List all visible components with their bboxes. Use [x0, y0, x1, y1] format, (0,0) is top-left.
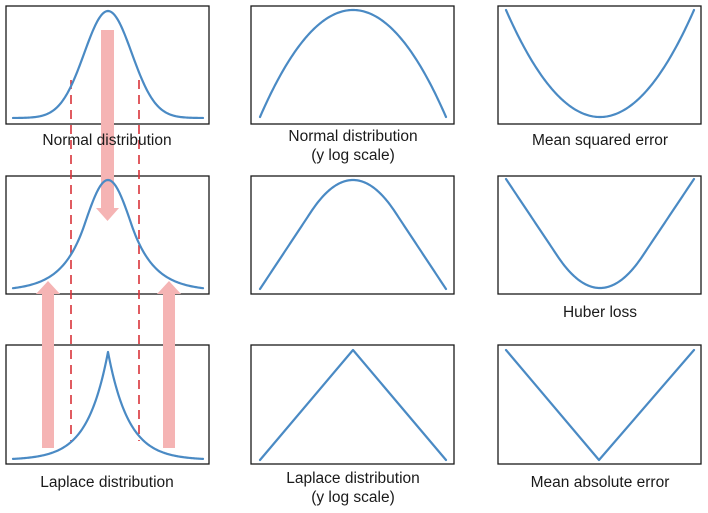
- transition-arrows: [36, 30, 181, 448]
- caption-laplace-line1: Laplace distribution: [40, 474, 174, 491]
- caption-laplace-log-line1: Laplace distribution: [286, 470, 420, 487]
- caption-huber: Huber loss: [490, 303, 708, 322]
- caption-normal-log-line2: (y log scale): [311, 147, 395, 164]
- caption-laplace-log-line2: (y log scale): [311, 489, 395, 506]
- caption-mse: Mean squared error: [490, 131, 708, 150]
- normal-log-curve: [258, 8, 448, 119]
- blend-distribution-curve: [11, 178, 205, 290]
- panel-laplace-frame: [5, 344, 210, 465]
- blend-log-curve: [258, 178, 448, 291]
- down-arrow: [96, 30, 119, 221]
- up-arrow-left: [36, 281, 60, 448]
- panel-normal-log-frame: [250, 5, 455, 125]
- panel-mae-frame: [497, 344, 702, 465]
- laplace-curve: [11, 350, 205, 461]
- caption-normal: Normal distribution: [0, 131, 217, 150]
- panel-huber-frame: [497, 175, 702, 295]
- panel-mid-log-frame: [250, 175, 455, 295]
- normal-curve: [11, 9, 205, 120]
- caption-mae: Mean absolute error: [490, 473, 708, 492]
- caption-laplace-log: Laplace distribution (y log scale): [243, 469, 463, 507]
- huber-curve: [504, 177, 696, 290]
- up-arrow-right: [157, 281, 181, 448]
- caption-mse-line1: Mean squared error: [531, 132, 669, 149]
- panel-laplace-log-frame: [250, 344, 455, 465]
- caption-huber-line1: Huber loss: [562, 304, 638, 321]
- caption-mae-line1: Mean absolute error: [530, 474, 670, 491]
- caption-normal-line1: Normal distribution: [42, 132, 172, 149]
- caption-normal-log-line1: Normal distribution: [288, 128, 418, 145]
- panel-mse-frame: [497, 5, 702, 125]
- mae-curve: [504, 348, 696, 462]
- mse-curve: [504, 8, 696, 119]
- caption-laplace: Laplace distribution: [0, 473, 217, 492]
- caption-normal-log: Normal distribution (y log scale): [243, 127, 463, 165]
- dashed-guides: [70, 80, 140, 441]
- laplace-log-curve: [258, 348, 448, 462]
